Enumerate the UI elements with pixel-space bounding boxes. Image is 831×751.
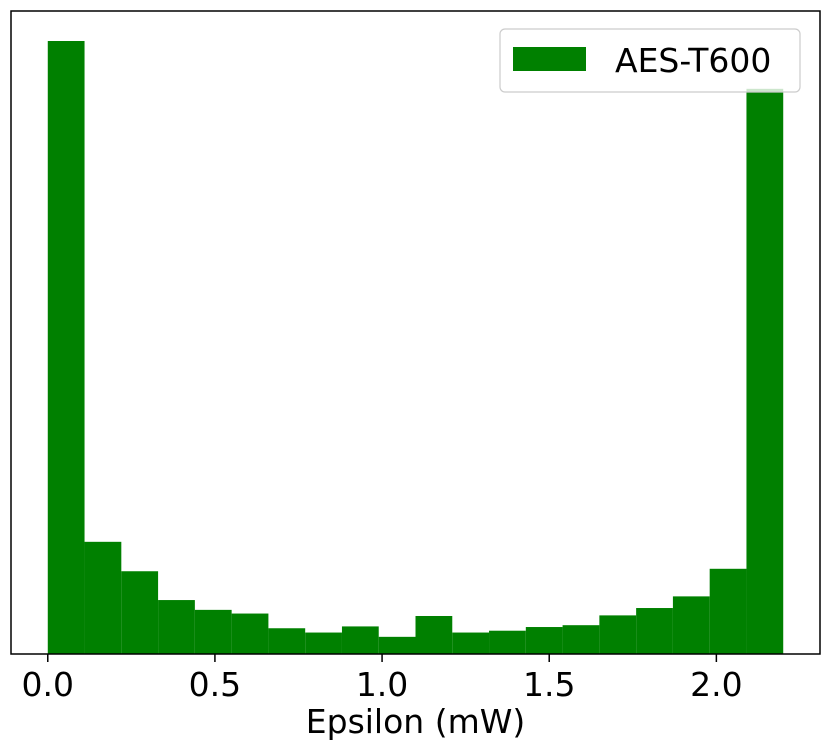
histogram-bar <box>599 615 637 654</box>
histogram-bar <box>415 615 453 654</box>
histogram-bar <box>47 41 85 654</box>
histogram-bar <box>84 541 122 654</box>
histogram-bar <box>672 596 710 654</box>
x-tick-label: 0.0 <box>22 665 74 704</box>
histogram-bar <box>158 600 195 654</box>
x-tick-label: 1.5 <box>523 665 575 704</box>
histogram-bar <box>562 625 600 654</box>
histogram-bar <box>489 630 526 654</box>
histogram-bar <box>341 626 379 654</box>
bars-group <box>47 41 784 654</box>
histogram-bar <box>231 613 269 654</box>
histogram-bar <box>525 627 563 654</box>
legend: AES-T600 <box>499 28 801 93</box>
histogram-bar <box>709 568 747 654</box>
histogram-bar <box>636 608 673 654</box>
legend-box <box>499 28 801 93</box>
x-axis-label: Epsilon (mW) <box>306 702 525 741</box>
histogram-bar <box>305 632 342 654</box>
histogram-bar <box>378 636 416 654</box>
histogram-bar <box>268 628 306 654</box>
x-axis-ticks: 0.0 0.5 1.0 1.5 2.0 <box>22 654 743 704</box>
histogram-bar <box>121 571 159 654</box>
x-tick-label: 0.5 <box>189 665 241 704</box>
plot-frame <box>10 10 821 655</box>
histogram-bar <box>194 609 232 654</box>
histogram-bar <box>452 632 490 654</box>
x-tick-label: 2.0 <box>690 665 742 704</box>
legend-label: AES-T600 <box>615 41 771 80</box>
legend-swatch <box>513 47 586 71</box>
histogram-bar <box>746 88 784 654</box>
x-tick-label: 1.0 <box>356 665 408 704</box>
